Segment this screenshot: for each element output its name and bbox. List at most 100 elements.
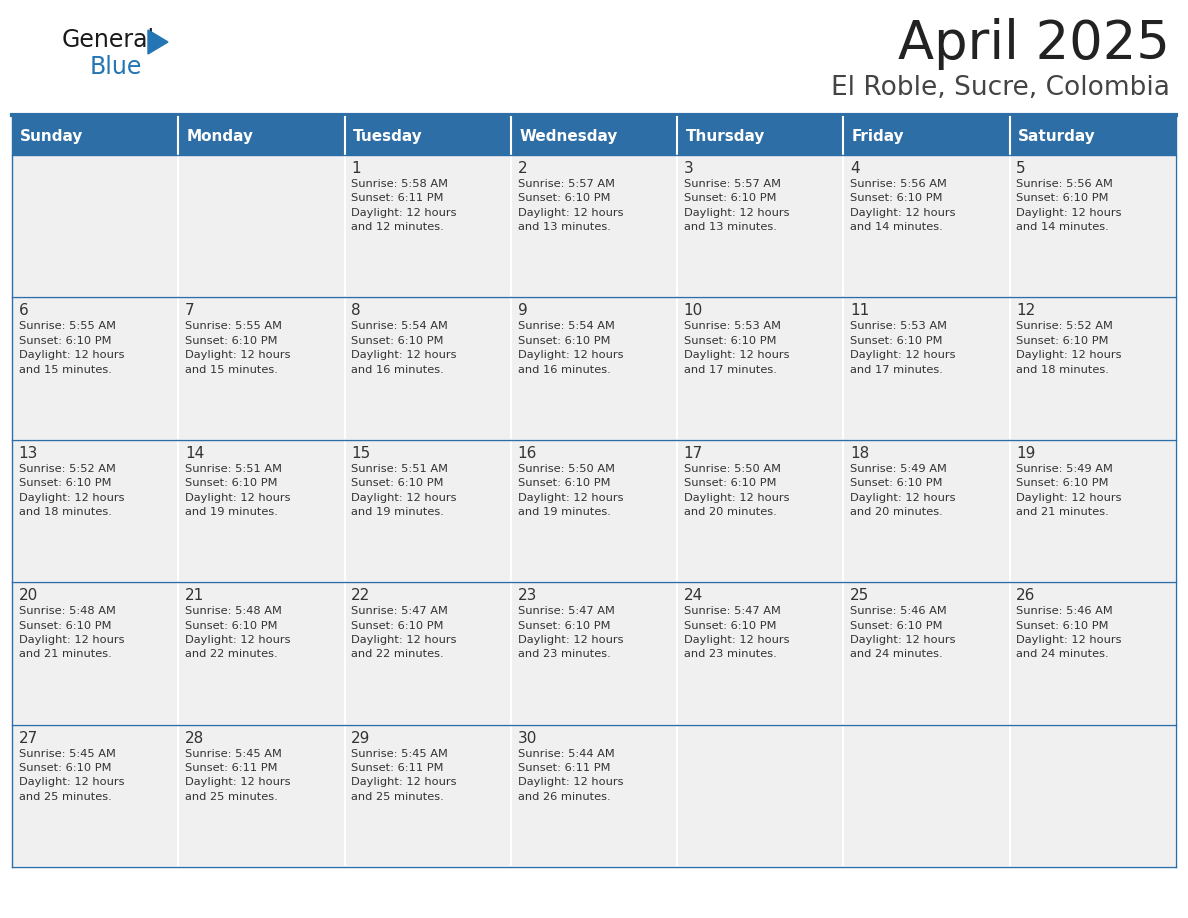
Bar xyxy=(178,582,345,724)
Bar xyxy=(1010,155,1176,297)
Text: 2: 2 xyxy=(518,161,527,176)
Text: Thursday: Thursday xyxy=(685,129,765,143)
Text: Sunday: Sunday xyxy=(20,129,83,143)
Text: 13: 13 xyxy=(19,446,38,461)
Text: Sunrise: 5:50 AM
Sunset: 6:10 PM
Daylight: 12 hours
and 19 minutes.: Sunrise: 5:50 AM Sunset: 6:10 PM Dayligh… xyxy=(518,464,623,517)
Text: 27: 27 xyxy=(19,731,38,745)
Text: Sunrise: 5:53 AM
Sunset: 6:10 PM
Daylight: 12 hours
and 17 minutes.: Sunrise: 5:53 AM Sunset: 6:10 PM Dayligh… xyxy=(684,321,789,375)
Bar xyxy=(511,297,677,440)
Bar xyxy=(12,117,178,155)
Text: 14: 14 xyxy=(185,446,204,461)
Bar xyxy=(345,724,511,867)
Text: Sunrise: 5:57 AM
Sunset: 6:10 PM
Daylight: 12 hours
and 13 minutes.: Sunrise: 5:57 AM Sunset: 6:10 PM Dayligh… xyxy=(684,179,789,232)
Text: 12: 12 xyxy=(1017,304,1036,319)
Bar xyxy=(345,117,511,155)
Bar xyxy=(1010,724,1176,867)
Bar xyxy=(511,117,677,155)
Bar xyxy=(345,297,511,440)
Bar xyxy=(1010,582,1176,724)
Text: Sunrise: 5:54 AM
Sunset: 6:10 PM
Daylight: 12 hours
and 16 minutes.: Sunrise: 5:54 AM Sunset: 6:10 PM Dayligh… xyxy=(518,321,623,375)
Bar xyxy=(677,440,843,582)
Bar xyxy=(843,724,1010,867)
Bar xyxy=(843,297,1010,440)
Bar xyxy=(511,155,677,297)
Text: Wednesday: Wednesday xyxy=(519,129,618,143)
Text: 5: 5 xyxy=(1017,161,1026,176)
Bar xyxy=(1010,440,1176,582)
Text: 30: 30 xyxy=(518,731,537,745)
Bar xyxy=(677,582,843,724)
Text: Sunrise: 5:45 AM
Sunset: 6:10 PM
Daylight: 12 hours
and 25 minutes.: Sunrise: 5:45 AM Sunset: 6:10 PM Dayligh… xyxy=(19,748,125,801)
Text: 8: 8 xyxy=(352,304,361,319)
Text: Sunrise: 5:53 AM
Sunset: 6:10 PM
Daylight: 12 hours
and 17 minutes.: Sunrise: 5:53 AM Sunset: 6:10 PM Dayligh… xyxy=(851,321,955,375)
Text: 15: 15 xyxy=(352,446,371,461)
Text: April 2025: April 2025 xyxy=(898,18,1170,70)
Text: 25: 25 xyxy=(851,588,870,603)
Bar xyxy=(345,440,511,582)
Bar xyxy=(345,582,511,724)
Text: Sunrise: 5:47 AM
Sunset: 6:10 PM
Daylight: 12 hours
and 23 minutes.: Sunrise: 5:47 AM Sunset: 6:10 PM Dayligh… xyxy=(518,606,623,659)
Bar xyxy=(178,297,345,440)
Bar xyxy=(178,117,345,155)
Text: Sunrise: 5:55 AM
Sunset: 6:10 PM
Daylight: 12 hours
and 15 minutes.: Sunrise: 5:55 AM Sunset: 6:10 PM Dayligh… xyxy=(185,321,290,375)
Text: 16: 16 xyxy=(518,446,537,461)
Text: 11: 11 xyxy=(851,304,870,319)
Text: El Roble, Sucre, Colombia: El Roble, Sucre, Colombia xyxy=(832,75,1170,101)
Text: Sunrise: 5:50 AM
Sunset: 6:10 PM
Daylight: 12 hours
and 20 minutes.: Sunrise: 5:50 AM Sunset: 6:10 PM Dayligh… xyxy=(684,464,789,517)
Bar xyxy=(511,724,677,867)
Bar xyxy=(1010,117,1176,155)
Text: 6: 6 xyxy=(19,304,29,319)
Bar xyxy=(677,297,843,440)
Bar xyxy=(178,155,345,297)
Text: Sunrise: 5:56 AM
Sunset: 6:10 PM
Daylight: 12 hours
and 14 minutes.: Sunrise: 5:56 AM Sunset: 6:10 PM Dayligh… xyxy=(1017,179,1121,232)
Bar xyxy=(511,582,677,724)
Text: Sunrise: 5:52 AM
Sunset: 6:10 PM
Daylight: 12 hours
and 18 minutes.: Sunrise: 5:52 AM Sunset: 6:10 PM Dayligh… xyxy=(1017,321,1121,375)
Bar xyxy=(12,155,178,297)
Text: 23: 23 xyxy=(518,588,537,603)
Text: 28: 28 xyxy=(185,731,204,745)
Text: 29: 29 xyxy=(352,731,371,745)
Bar xyxy=(677,724,843,867)
Text: Sunrise: 5:54 AM
Sunset: 6:10 PM
Daylight: 12 hours
and 16 minutes.: Sunrise: 5:54 AM Sunset: 6:10 PM Dayligh… xyxy=(352,321,456,375)
Text: Sunrise: 5:56 AM
Sunset: 6:10 PM
Daylight: 12 hours
and 14 minutes.: Sunrise: 5:56 AM Sunset: 6:10 PM Dayligh… xyxy=(851,179,955,232)
Text: 7: 7 xyxy=(185,304,195,319)
Bar xyxy=(843,440,1010,582)
Bar xyxy=(511,440,677,582)
Text: 22: 22 xyxy=(352,588,371,603)
Text: 4: 4 xyxy=(851,161,860,176)
Text: 26: 26 xyxy=(1017,588,1036,603)
Bar xyxy=(1010,297,1176,440)
Polygon shape xyxy=(148,30,168,54)
Text: General: General xyxy=(62,28,156,52)
Bar xyxy=(843,117,1010,155)
Bar xyxy=(178,724,345,867)
Text: Sunrise: 5:45 AM
Sunset: 6:11 PM
Daylight: 12 hours
and 25 minutes.: Sunrise: 5:45 AM Sunset: 6:11 PM Dayligh… xyxy=(185,748,290,801)
Text: Blue: Blue xyxy=(90,55,143,79)
Text: Sunrise: 5:55 AM
Sunset: 6:10 PM
Daylight: 12 hours
and 15 minutes.: Sunrise: 5:55 AM Sunset: 6:10 PM Dayligh… xyxy=(19,321,125,375)
Text: Sunrise: 5:51 AM
Sunset: 6:10 PM
Daylight: 12 hours
and 19 minutes.: Sunrise: 5:51 AM Sunset: 6:10 PM Dayligh… xyxy=(185,464,290,517)
Bar xyxy=(12,440,178,582)
Bar xyxy=(12,297,178,440)
Text: Sunrise: 5:44 AM
Sunset: 6:11 PM
Daylight: 12 hours
and 26 minutes.: Sunrise: 5:44 AM Sunset: 6:11 PM Dayligh… xyxy=(518,748,623,801)
Text: Sunrise: 5:45 AM
Sunset: 6:11 PM
Daylight: 12 hours
and 25 minutes.: Sunrise: 5:45 AM Sunset: 6:11 PM Dayligh… xyxy=(352,748,456,801)
Bar xyxy=(843,582,1010,724)
Text: 10: 10 xyxy=(684,304,703,319)
Bar xyxy=(677,117,843,155)
Bar xyxy=(843,155,1010,297)
Bar xyxy=(12,582,178,724)
Text: 19: 19 xyxy=(1017,446,1036,461)
Text: Sunrise: 5:58 AM
Sunset: 6:11 PM
Daylight: 12 hours
and 12 minutes.: Sunrise: 5:58 AM Sunset: 6:11 PM Dayligh… xyxy=(352,179,456,232)
Text: Sunrise: 5:51 AM
Sunset: 6:10 PM
Daylight: 12 hours
and 19 minutes.: Sunrise: 5:51 AM Sunset: 6:10 PM Dayligh… xyxy=(352,464,456,517)
Text: Sunrise: 5:48 AM
Sunset: 6:10 PM
Daylight: 12 hours
and 22 minutes.: Sunrise: 5:48 AM Sunset: 6:10 PM Dayligh… xyxy=(185,606,290,659)
Text: Monday: Monday xyxy=(187,129,253,143)
Bar xyxy=(345,155,511,297)
Text: 21: 21 xyxy=(185,588,204,603)
Text: Sunrise: 5:49 AM
Sunset: 6:10 PM
Daylight: 12 hours
and 20 minutes.: Sunrise: 5:49 AM Sunset: 6:10 PM Dayligh… xyxy=(851,464,955,517)
Bar xyxy=(677,155,843,297)
Text: 24: 24 xyxy=(684,588,703,603)
Text: Sunrise: 5:47 AM
Sunset: 6:10 PM
Daylight: 12 hours
and 23 minutes.: Sunrise: 5:47 AM Sunset: 6:10 PM Dayligh… xyxy=(684,606,789,659)
Text: Sunrise: 5:48 AM
Sunset: 6:10 PM
Daylight: 12 hours
and 21 minutes.: Sunrise: 5:48 AM Sunset: 6:10 PM Dayligh… xyxy=(19,606,125,659)
Text: 1: 1 xyxy=(352,161,361,176)
Text: 20: 20 xyxy=(19,588,38,603)
Text: 3: 3 xyxy=(684,161,694,176)
